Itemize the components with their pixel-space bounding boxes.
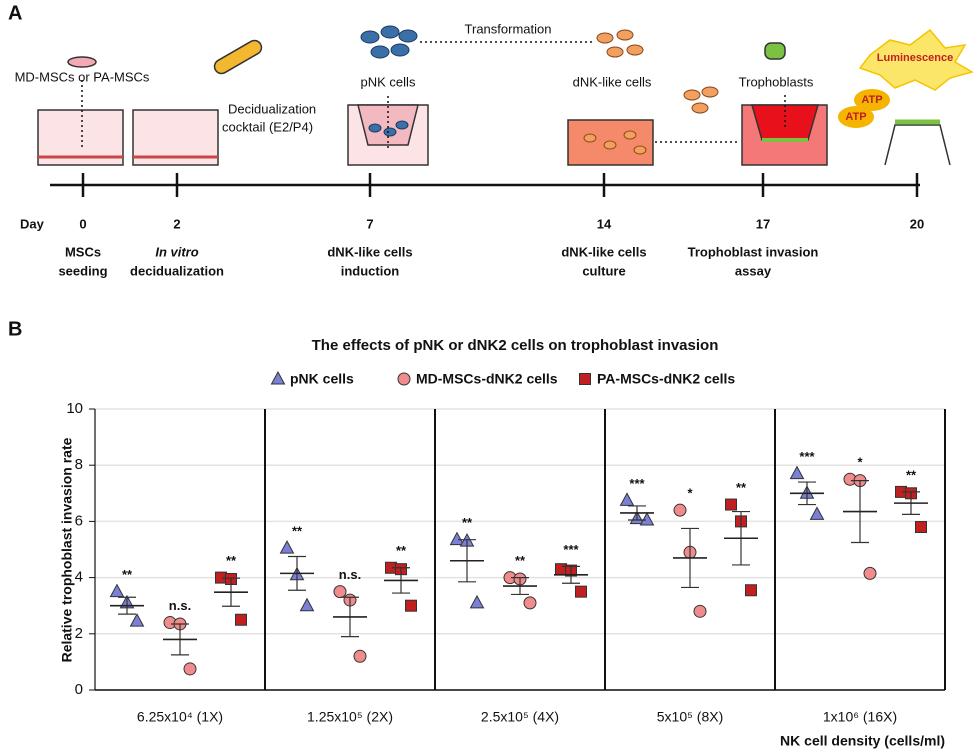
day-caption: culture <box>582 263 625 278</box>
day-caption: In vitro <box>155 244 198 259</box>
y-tick-label: 0 <box>75 681 83 698</box>
day-number: 7 <box>366 216 373 231</box>
day-caption: Trophoblast invasion <box>688 244 819 259</box>
data-point <box>789 465 805 480</box>
label: Transformation <box>465 21 552 36</box>
day-number: 0 <box>79 216 86 231</box>
significance-label: *** <box>563 542 579 557</box>
y-tick-label: 6 <box>75 512 83 529</box>
data-point <box>673 503 687 517</box>
day-caption: seeding <box>58 263 107 278</box>
chart-title: The effects of pNK or dNK2 cells on trop… <box>312 337 719 354</box>
day-caption: dNK-like cells <box>561 244 646 259</box>
data-point <box>863 566 877 580</box>
label: ATP <box>861 94 882 106</box>
day-caption: assay <box>735 263 772 278</box>
legend-label: pNK cells <box>290 371 354 387</box>
data-point <box>353 649 367 663</box>
day-caption: decidualization <box>130 263 224 278</box>
y-tick-label: 4 <box>75 569 83 586</box>
label: pNK cells <box>361 74 416 89</box>
pnk-icons <box>360 25 418 137</box>
label: Decidualization <box>228 101 316 116</box>
dnk-icons <box>583 29 719 155</box>
significance-label: n.s. <box>169 598 191 613</box>
x-tick-label: 6.25x10⁴ (1X) <box>137 709 223 725</box>
significance-label: *** <box>799 449 815 464</box>
data-point <box>915 521 927 534</box>
data-point <box>745 584 757 597</box>
x-tick-label: 1x10⁶ (16X) <box>823 709 897 725</box>
x-axis-label: NK cell density (cells/ml) <box>780 733 945 749</box>
y-tick-label: 8 <box>75 456 83 473</box>
significance-label: * <box>687 486 693 501</box>
panel-label: B <box>8 318 22 340</box>
data-point <box>693 604 707 618</box>
label: Luminescence <box>877 52 953 64</box>
legend-label: PA-MSCs-dNK2 cells <box>597 371 735 387</box>
data-point <box>183 662 197 676</box>
data-point <box>279 540 295 554</box>
significance-label: ** <box>462 515 473 530</box>
insert <box>884 124 951 166</box>
label: MD-MSCs or PA-MSCs <box>15 69 150 84</box>
data-point <box>449 531 465 546</box>
label: cocktail (E2/P4) <box>222 119 313 134</box>
illustrations <box>37 25 974 187</box>
tube <box>213 39 263 75</box>
significance-label: ** <box>736 480 747 495</box>
label: ATP <box>845 111 866 123</box>
day-caption: dNK-like cells <box>327 244 412 259</box>
data-point <box>235 613 247 626</box>
y-tick-label: 10 <box>66 400 83 417</box>
day-number: 14 <box>597 216 612 231</box>
data-point <box>619 492 635 506</box>
x-tick-label: 5x10⁵ (8X) <box>657 709 724 725</box>
insert <box>357 104 419 146</box>
y-tick-label: 2 <box>75 625 83 642</box>
x-tick-label: 1.25x10⁵ (2X) <box>307 709 393 725</box>
legend-marker <box>270 370 286 385</box>
legend-marker <box>579 373 591 385</box>
significance-label: ** <box>122 567 133 582</box>
data-point <box>469 594 485 609</box>
msc-icon <box>67 56 97 68</box>
significance-label: ** <box>226 553 237 568</box>
day-number: 17 <box>756 216 770 231</box>
day-caption: MSCs <box>65 244 101 259</box>
significance-label: *** <box>629 476 645 491</box>
x-tick-label: 2.5x10⁵ (4X) <box>481 709 559 725</box>
data-point <box>333 585 347 599</box>
legend-marker <box>397 372 411 386</box>
data-point <box>523 596 537 610</box>
day-number: 2 <box>173 216 180 231</box>
label: dNK-like cells <box>573 74 652 89</box>
data-point <box>575 585 587 598</box>
luminescence-burst <box>858 28 974 91</box>
data-point <box>639 511 655 526</box>
day-number: 20 <box>910 216 924 231</box>
y-axis-label: Relative trophoblast invasion rate <box>59 437 75 662</box>
data-point <box>809 506 825 520</box>
label: Trophoblasts <box>739 74 814 89</box>
data-point <box>405 599 417 612</box>
legend-label: MD-MSCs-dNK2 cells <box>416 371 558 387</box>
significance-label: ** <box>515 553 526 568</box>
data-point <box>725 498 737 511</box>
data-point <box>555 563 567 576</box>
significance-label: ** <box>396 543 407 558</box>
day-label: Day <box>20 216 45 231</box>
significance-label: ** <box>292 524 303 539</box>
trophoblast-icon <box>764 42 786 60</box>
data-point <box>129 613 145 627</box>
day-caption: induction <box>341 263 400 278</box>
significance-label: ** <box>906 467 917 482</box>
data-point <box>299 597 315 612</box>
panel-label: A <box>8 2 22 24</box>
data-point <box>109 583 125 598</box>
significance-label: * <box>857 455 863 470</box>
significance-label: n.s. <box>339 567 361 582</box>
